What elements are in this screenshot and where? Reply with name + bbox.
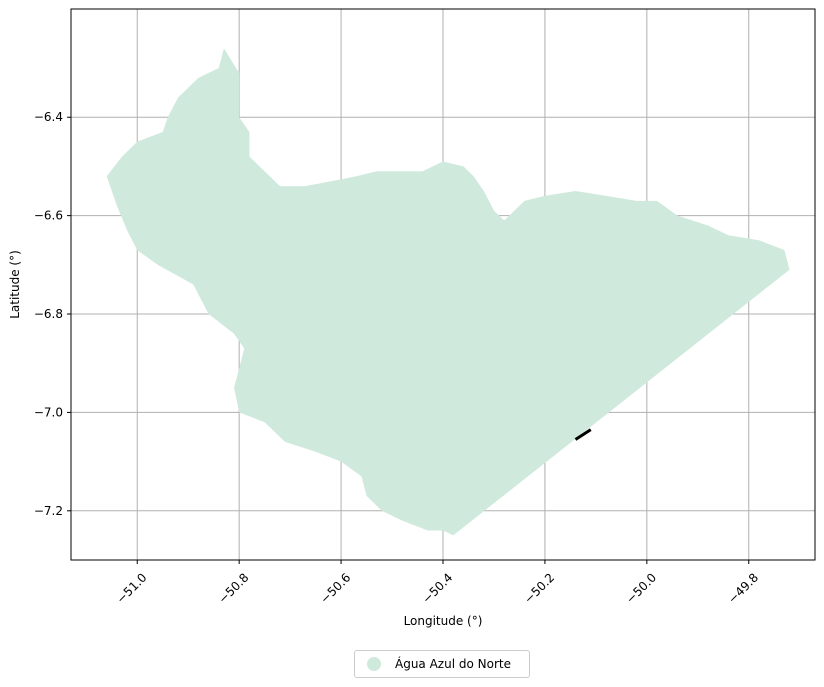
legend-label: Água Azul do Norte: [395, 657, 511, 671]
y-axis-label: Latitude (°): [8, 250, 22, 319]
x-tick-label: −51.0: [114, 570, 150, 606]
feature-layer: [574, 428, 592, 441]
feature-line: [574, 428, 592, 441]
x-tick-label: −50.4: [419, 570, 455, 606]
region-layer: [106, 48, 790, 536]
y-ticks: −6.4 −6.6 −6.8 −7.0 −7.2: [34, 110, 71, 518]
legend-marker-icon: [367, 657, 381, 671]
x-tick-label: −50.6: [318, 570, 354, 606]
region-polygon: [106, 48, 790, 536]
y-tick-label: −7.0: [34, 405, 63, 419]
y-tick-label: −6.8: [34, 307, 63, 321]
x-tick-label: −50.8: [216, 570, 252, 606]
x-axis-label: Longitude (°): [404, 614, 483, 628]
legend: Água Azul do Norte: [354, 650, 530, 678]
y-tick-label: −7.2: [34, 504, 63, 518]
x-tick-label: −49.8: [725, 570, 761, 606]
x-tick-label: −50.2: [521, 570, 557, 606]
x-tick-label: −50.0: [623, 570, 659, 606]
y-tick-label: −6.6: [34, 209, 63, 223]
y-tick-label: −6.4: [34, 110, 63, 124]
x-ticks: −51.0 −50.8 −50.6 −50.4 −50.2 −50.0 −49.8: [114, 560, 761, 606]
